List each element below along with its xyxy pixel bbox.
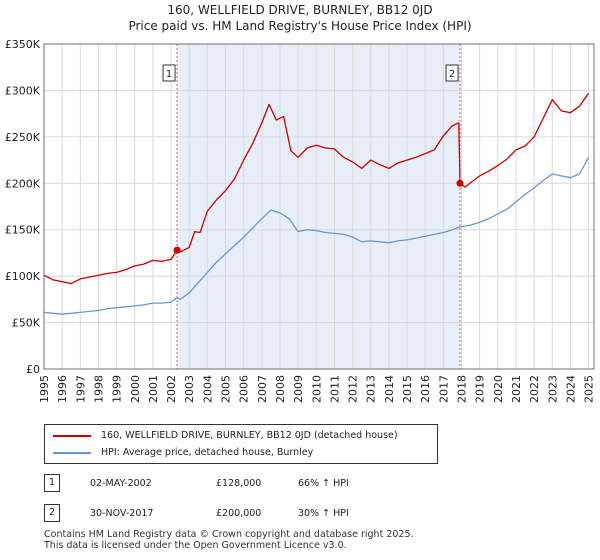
series-line <box>43 92 590 285</box>
x-tick-label: 1999 <box>111 375 124 403</box>
series-line <box>43 156 590 315</box>
legend-swatch-property <box>53 435 91 437</box>
y-tick-label: £350K <box>5 38 41 51</box>
x-tick-label: 2018 <box>455 375 468 403</box>
sale-label-number: 2 <box>449 69 455 80</box>
x-tick-label: 2015 <box>401 375 414 403</box>
sale-label-box <box>445 64 459 82</box>
y-tick-label: £200K <box>5 177 41 190</box>
chart-title: 160, WELLFIELD DRIVE, BURNLEY, BB12 0JD <box>167 3 433 17</box>
plot-frame <box>43 43 595 370</box>
x-tick-label: 2000 <box>129 375 142 403</box>
x-tick-label: 2024 <box>564 375 577 403</box>
x-tick-label: 2016 <box>419 375 432 403</box>
sale-label-number: 1 <box>166 69 172 80</box>
x-tick-label: 1998 <box>92 375 105 403</box>
x-tick-label: 2004 <box>201 375 214 403</box>
transaction-price: £128,000 <box>216 478 262 489</box>
chart-subtitle: Price paid vs. HM Land Registry's House … <box>128 19 472 33</box>
x-tick-label: 2014 <box>383 375 396 403</box>
x-tick-label: 2021 <box>510 375 523 403</box>
price-chart: 1 2 £0 £50K £100K £150K £200K £250K £300K £350K 1… <box>5 38 596 403</box>
x-tick-label: 2008 <box>274 375 287 403</box>
y-tick-label: £250K <box>5 131 41 144</box>
transaction-number: 2 <box>44 504 60 522</box>
x-tick-label: 2011 <box>328 375 341 403</box>
x-tick-label: 2025 <box>583 375 596 403</box>
footer-license: This data is licensed under the Open Gov… <box>44 540 347 551</box>
x-tick-label: 2003 <box>183 375 196 403</box>
transaction-hpi-change: 66% ↑ HPI <box>298 478 349 489</box>
x-tick-label: 2007 <box>256 375 269 403</box>
sale-label-box <box>162 64 176 82</box>
x-tick-label: 2002 <box>165 375 178 403</box>
transaction-price: £200,000 <box>216 508 262 519</box>
transaction-hpi-change: 30% ↑ HPI <box>298 508 349 519</box>
y-tick-label: £50K <box>12 317 41 330</box>
x-tick-label: 2019 <box>474 375 487 403</box>
y-tick-label: £100K <box>5 270 41 283</box>
sale-point <box>456 179 464 187</box>
x-tick-label: 2009 <box>292 375 305 403</box>
legend-swatch-hpi <box>53 452 91 454</box>
x-tick-label: 2001 <box>147 375 160 403</box>
x-tick-label: 1997 <box>74 375 87 403</box>
x-tick-label: 2023 <box>546 375 559 403</box>
footer-copyright: Contains HM Land Registry data © Crown c… <box>44 529 414 540</box>
x-tick-label: 2012 <box>347 375 360 403</box>
legend-label-hpi: HPI: Average price, detached house, Burn… <box>101 447 314 458</box>
sale-period-shade <box>177 44 461 369</box>
x-tick-label: 2006 <box>238 375 251 403</box>
x-tick-label: 2017 <box>437 375 450 403</box>
x-tick-label: 2010 <box>310 375 323 403</box>
footer: Contains HM Land Registry data © Crown c… <box>44 529 414 551</box>
transaction-number: 1 <box>44 474 60 492</box>
transaction-date: 30-NOV-2017 <box>90 508 154 519</box>
y-tick-label: £150K <box>5 224 41 237</box>
x-tick-label: 2013 <box>365 375 378 403</box>
x-tick-label: 1995 <box>38 375 51 403</box>
x-tick-label: 2022 <box>528 375 541 403</box>
y-tick-label: £0 <box>26 363 40 376</box>
x-tick-label: 2020 <box>492 375 505 403</box>
x-tick-label: 1996 <box>56 375 69 403</box>
legend: 160, WELLFIELD DRIVE, BURNLEY, BB12 0JD … <box>44 424 438 464</box>
sale-point <box>173 246 181 254</box>
legend-label-property: 160, WELLFIELD DRIVE, BURNLEY, BB12 0JD … <box>101 430 398 441</box>
x-tick-label: 2005 <box>220 375 233 403</box>
y-tick-label: £300K <box>5 84 41 97</box>
transaction-date: 02-MAY-2002 <box>90 478 152 489</box>
